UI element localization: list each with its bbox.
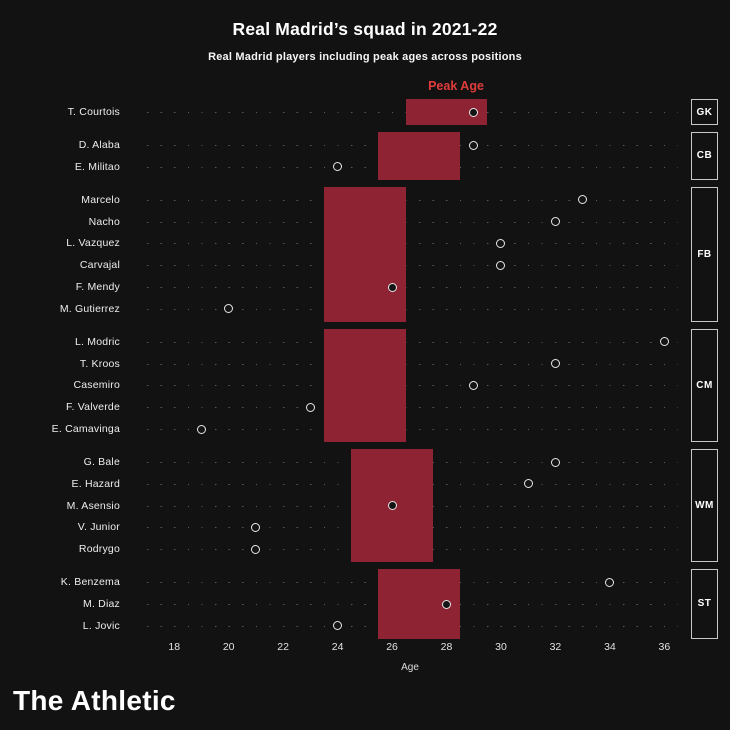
position-box-wm: WM <box>691 449 718 563</box>
player-age-dot <box>469 140 479 150</box>
x-tick-label: 22 <box>277 641 289 653</box>
position-box-cb: CB <box>691 132 718 180</box>
player-age-dot <box>305 402 315 412</box>
row-gridline <box>147 243 678 245</box>
peak-age-band-fb <box>323 186 406 322</box>
x-tick-label: 32 <box>549 641 562 653</box>
position-box-gk: GK <box>691 99 718 125</box>
row-gridline <box>147 385 678 387</box>
position-label-fb: FB <box>697 248 712 260</box>
position-box-cm: CM <box>691 328 718 442</box>
player-name-label: Rodrygo <box>78 543 120 556</box>
x-tick-label: 26 <box>386 641 398 653</box>
row-gridline <box>147 363 678 365</box>
player-age-dot <box>333 621 343 631</box>
row-gridline <box>147 265 678 267</box>
player-age-dot <box>196 424 206 434</box>
player-name-label: T. Kroos <box>79 357 120 370</box>
row-gridline <box>147 221 678 223</box>
player-age-dot <box>442 599 452 609</box>
x-axis-title: Age <box>401 662 419 673</box>
peak-age-annotation: Peak Age <box>428 79 484 93</box>
row-gridline <box>147 287 678 288</box>
position-label-gk: GK <box>696 106 713 118</box>
x-tick-label: 18 <box>168 641 181 653</box>
player-name-label: Nacho <box>88 215 120 228</box>
player-age-dot <box>333 162 343 172</box>
player-name-label: T. Courtois <box>67 106 120 118</box>
x-tick-label: 30 <box>495 641 507 653</box>
player-name-label: M. Diaz <box>83 598 120 610</box>
position-label-cb: CB <box>696 150 713 162</box>
player-age-dot <box>605 577 615 587</box>
row-gridline <box>147 407 678 409</box>
player-name-label: E. Camavinga <box>51 423 120 435</box>
player-name-label: Casemiro <box>73 379 120 392</box>
player-age-dot <box>469 107 479 117</box>
player-name-label: E. Hazard <box>71 477 120 490</box>
player-age-dot <box>224 304 234 314</box>
row-gridline <box>147 429 678 430</box>
peak-age-band-cb <box>378 132 461 180</box>
player-name-label: D. Alaba <box>78 139 120 151</box>
player-name-label: E. Militao <box>74 160 120 173</box>
player-age-dot <box>251 544 261 554</box>
position-label-wm: WM <box>695 500 714 512</box>
row-gridline <box>147 341 678 343</box>
player-age-dot <box>469 380 479 390</box>
x-tick-label: 20 <box>222 641 235 653</box>
x-tick-label: 24 <box>331 641 344 653</box>
player-name-label: K. Benzema <box>60 576 120 589</box>
player-name-label: F. Mendy <box>75 281 120 293</box>
player-age-dot <box>550 217 560 227</box>
position-box-st: ST <box>691 569 718 639</box>
player-name-label: F. Valverde <box>66 401 120 414</box>
player-age-dot <box>496 238 506 248</box>
x-tick-label: 34 <box>604 641 616 653</box>
chart-title: Real Madrid’s squad in 2021-22 <box>232 19 498 39</box>
player-name-label: M. Gutierrez <box>59 302 120 315</box>
player-age-dot <box>550 457 560 467</box>
player-age-dot <box>578 195 588 205</box>
peak-age-band-cm <box>323 328 406 442</box>
player-age-dot <box>387 501 397 511</box>
player-age-dot <box>251 522 261 532</box>
chart-subtitle: Real Madrid players including peak ages … <box>208 51 522 63</box>
row-gridline <box>147 308 678 310</box>
player-age-dot <box>496 260 506 270</box>
position-label-st: ST <box>697 598 712 610</box>
player-age-dot <box>550 359 560 369</box>
player-age-dot <box>387 282 397 292</box>
position-label-cm: CM <box>696 379 713 391</box>
player-name-label: L. Jovic <box>82 619 120 632</box>
position-box-fb: FB <box>691 186 718 322</box>
x-tick-label: 36 <box>658 641 671 653</box>
player-name-label: L. Modric <box>75 335 120 348</box>
player-name-label: Marcelo <box>81 193 120 206</box>
row-gridline <box>147 199 678 201</box>
player-age-dot <box>659 337 669 347</box>
player-name-label: L. Vazquez <box>66 237 120 250</box>
player-name-label: G. Bale <box>83 456 120 468</box>
player-age-dot <box>523 479 533 489</box>
x-tick-label: 28 <box>440 641 453 653</box>
player-name-label: Carvajal <box>79 259 120 272</box>
player-name-label: V. Junior <box>77 521 120 534</box>
the-athletic-logo: The Athletic <box>13 685 176 716</box>
player-name-label: M. Asensio <box>66 499 120 512</box>
